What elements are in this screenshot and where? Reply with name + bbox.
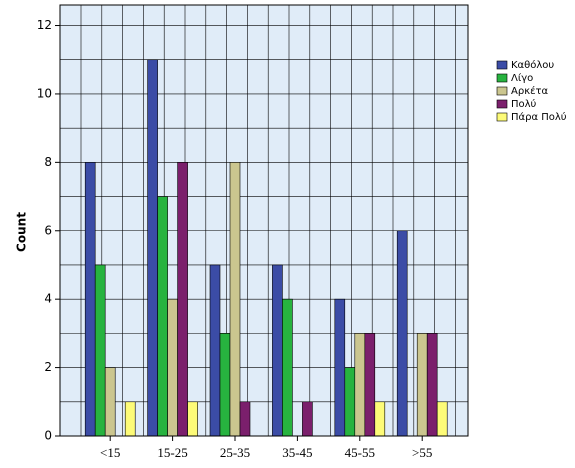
bar <box>167 298 178 437</box>
legend-swatch <box>496 112 508 122</box>
bar <box>229 162 241 437</box>
bar <box>104 367 116 437</box>
bar <box>177 162 188 437</box>
bar <box>436 401 448 437</box>
bar <box>84 162 96 437</box>
bar <box>124 401 136 437</box>
bar <box>344 367 356 437</box>
y-tick-label: 6 <box>44 223 52 237</box>
x-tick-label: >55 <box>412 445 432 460</box>
bar <box>364 333 376 437</box>
legend-swatch <box>496 99 508 109</box>
bar <box>426 333 438 437</box>
x-tick-label: 45-55 <box>345 445 375 460</box>
x-tick-label: 35-45 <box>282 445 312 460</box>
x-tick-label: 15-25 <box>157 445 187 460</box>
y-axis-label: Count <box>15 212 29 252</box>
y-tick-label: 12 <box>37 18 52 32</box>
bar <box>282 298 293 437</box>
legend-swatch <box>496 86 508 96</box>
bar <box>94 264 106 437</box>
bar <box>219 333 231 437</box>
bar <box>147 59 158 437</box>
x-tick-label: 25-35 <box>220 445 250 460</box>
bar <box>239 401 251 437</box>
legend-label: Πάρα Πολύ <box>511 111 567 123</box>
y-tick-label: 10 <box>37 86 52 100</box>
y-tick-label: 2 <box>44 360 52 374</box>
legend-label: Αρκέτα <box>511 85 549 97</box>
bar <box>157 196 168 437</box>
bar <box>416 333 428 437</box>
bar <box>187 401 198 437</box>
legend-swatch <box>496 73 508 83</box>
bar <box>302 401 313 437</box>
legend-swatch <box>496 60 508 70</box>
y-tick-label: 8 <box>44 155 52 169</box>
bar <box>354 333 366 437</box>
plot-border <box>59 4 469 437</box>
x-tick-label: <15 <box>100 445 120 460</box>
legend-label: Καθόλου <box>511 59 554 71</box>
legend-label: Λίγο <box>511 72 533 84</box>
bar <box>209 264 221 437</box>
y-tick-label: 4 <box>44 292 52 306</box>
bar <box>374 401 386 437</box>
y-tick-label: 0 <box>44 429 52 443</box>
bar <box>272 264 283 437</box>
bar <box>334 298 346 437</box>
legend-label: Πολύ <box>511 98 537 110</box>
bar <box>396 230 408 437</box>
